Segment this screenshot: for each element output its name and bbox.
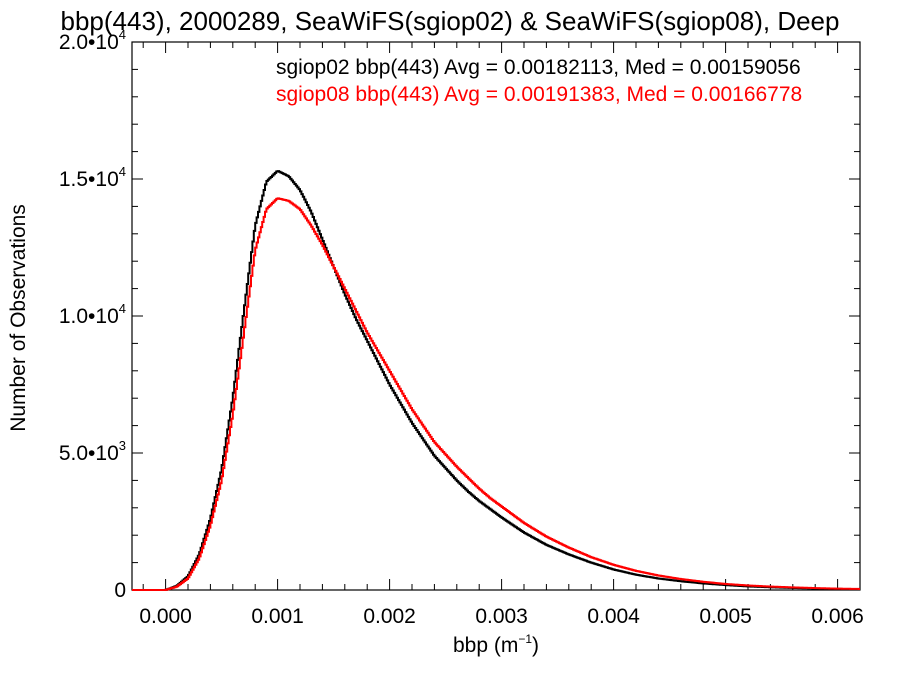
y-tick-label-3: 1.5•104 (59, 164, 126, 191)
x-tick-label-4: 0.004 (587, 605, 640, 628)
plot-area: 0.000 0.001 0.002 0.003 0.004 0.005 0.006 0 5.0•… (59, 27, 864, 628)
x-axis-label: bbp (m−1) (453, 632, 539, 657)
y-tick-label-4: 2.0•104 (59, 27, 126, 54)
y-tick-label-2: 1.0•104 (59, 301, 126, 328)
y-tick-label-0: 0 (114, 579, 126, 602)
x-tick-label-0: 0.000 (139, 605, 192, 628)
y-tick-label-1: 5.0•103 (59, 438, 126, 465)
chart-title: bbp(443), 2000289, SeaWiFS(sgiop02) & Se… (61, 6, 840, 36)
annotation-sgiop02: sgiop02 bbp(443) Avg = 0.00182113, Med =… (276, 56, 801, 79)
x-tick-label-2: 0.002 (363, 605, 416, 628)
x-tick-label-1: 0.001 (251, 605, 304, 628)
x-tick-label-3: 0.003 (475, 605, 528, 628)
x-tick-label-5: 0.005 (699, 605, 752, 628)
y-axis-label: Number of Observations (7, 204, 30, 432)
series-line-sgiop08 (132, 197, 860, 591)
annotation-sgiop08: sgiop08 bbp(443) Avg = 0.00191383, Med =… (276, 83, 802, 106)
x-tick-label-6: 0.006 (811, 605, 864, 628)
